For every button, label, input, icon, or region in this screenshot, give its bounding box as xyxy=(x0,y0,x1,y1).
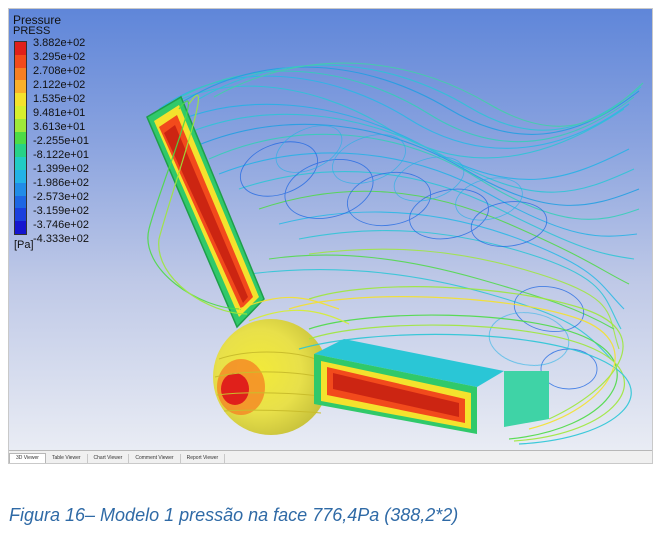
tab-chart-viewer[interactable]: Chart Viewer xyxy=(88,454,130,463)
legend-title: Pressure xyxy=(13,13,62,27)
legend-swatch xyxy=(15,93,26,106)
legend-swatch xyxy=(15,105,26,119)
legend-swatch xyxy=(15,54,26,68)
legend-tick: 2.122e+02 xyxy=(33,79,86,91)
legend-tick: 2.708e+02 xyxy=(33,65,86,77)
legend-swatch xyxy=(15,118,26,132)
legend-variable: PRESS xyxy=(13,25,51,37)
legend-tick: -2.573e+02 xyxy=(33,191,89,203)
legend-swatch xyxy=(15,169,26,183)
legend-swatch xyxy=(15,182,26,196)
legend-swatch xyxy=(15,67,26,81)
tab-report-viewer[interactable]: Report Viewer xyxy=(181,454,226,463)
legend-tick: -8.122e+01 xyxy=(33,149,89,161)
legend-tick: 3.882e+02 xyxy=(33,37,86,49)
pressure-legend: Pressure PRESS xyxy=(13,13,89,251)
legend-unit: [Pa] xyxy=(14,239,34,251)
legend-tick: 9.481e+01 xyxy=(33,107,86,119)
pressure-streamline-render xyxy=(146,62,644,445)
figure-caption: Figura 16– Modelo 1 pressão na face 776,… xyxy=(9,505,459,525)
cfd-viewer-panel: Pressure PRESS xyxy=(8,8,653,464)
legend-tick: -1.986e+02 xyxy=(33,177,89,189)
legend-swatch xyxy=(15,221,26,234)
legend-colorbar xyxy=(14,41,27,235)
tab-comment-viewer[interactable]: Comment Viewer xyxy=(129,454,181,463)
legend-tick: -1.399e+02 xyxy=(33,163,89,175)
legend-swatch xyxy=(15,208,26,222)
legend-swatch xyxy=(15,144,26,158)
tab-table-viewer[interactable]: Table Viewer xyxy=(46,454,88,463)
legend-tick: 3.295e+02 xyxy=(33,51,86,63)
legend-tick: -4.333e+02 xyxy=(33,233,89,245)
legend-swatch xyxy=(15,42,26,55)
legend-tick: -3.159e+02 xyxy=(33,205,89,217)
legend-swatch xyxy=(15,195,26,209)
tab-3d-viewer[interactable]: 3D Viewer xyxy=(9,453,46,463)
legend-tick: 1.535e+02 xyxy=(33,93,86,105)
legend-swatch xyxy=(15,157,26,170)
legend-swatch xyxy=(15,131,26,145)
legend-tick: -2.255e+01 xyxy=(33,135,89,147)
legend-tick: -3.746e+02 xyxy=(33,219,89,231)
legend-tick: 3.613e+01 xyxy=(33,121,86,133)
3d-viewport[interactable]: Pressure PRESS xyxy=(9,9,652,450)
viewer-tab-bar: 3D Viewer Table Viewer Chart Viewer Comm… xyxy=(9,450,652,463)
legend-swatch xyxy=(15,80,26,94)
